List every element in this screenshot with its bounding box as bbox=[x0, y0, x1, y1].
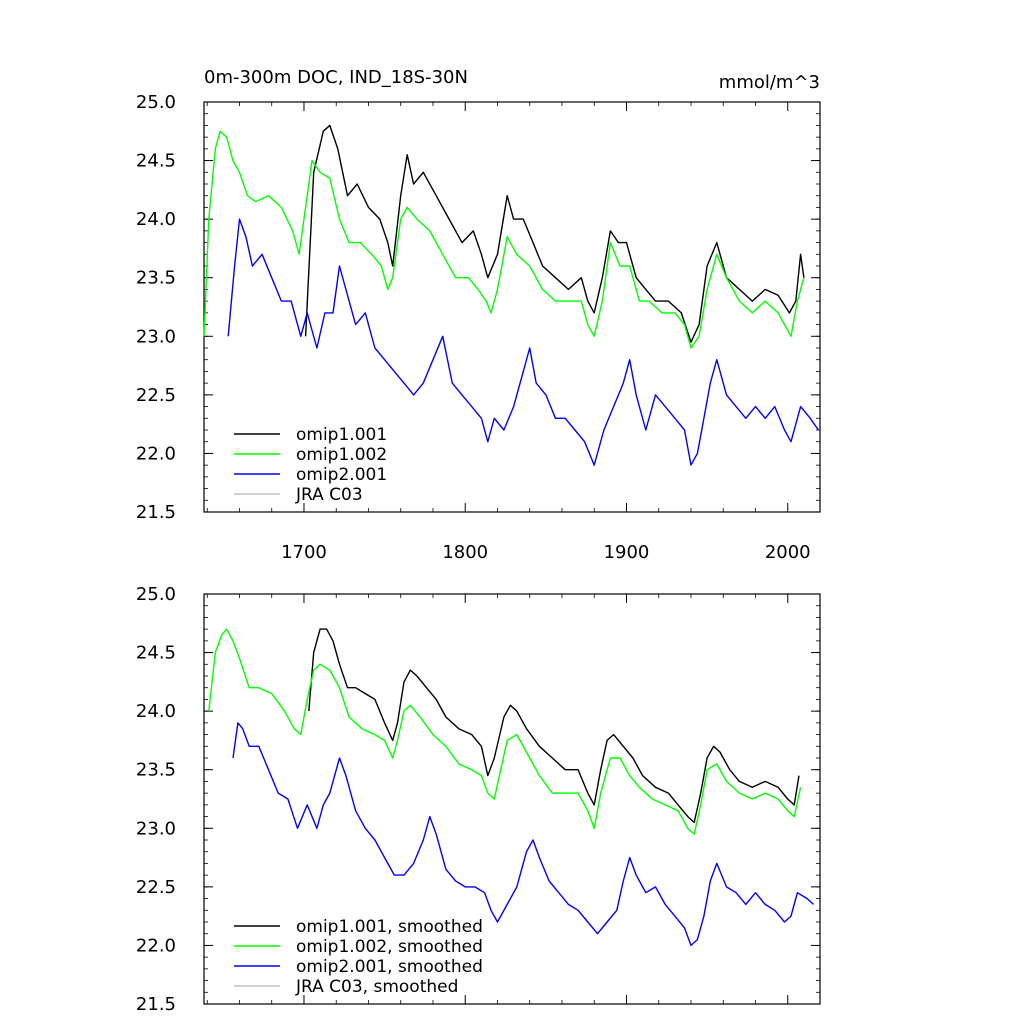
y-tick-label: 24.0 bbox=[136, 701, 176, 722]
y-tick-label: 25.0 bbox=[136, 584, 176, 605]
y-tick-label: 21.5 bbox=[136, 994, 176, 1015]
bottom-panel: 21.5 22.0 22.5 23.0 23.5 24.0 24.5 25.0 omip1.0… bbox=[136, 584, 821, 1015]
top-panel: 0m-300m DOC, IND_18S-30N mmol/m^3 21.5 22… bbox=[136, 67, 821, 563]
y-tick-label: 25.0 bbox=[136, 92, 176, 113]
legend-label: omip1.002 bbox=[296, 445, 387, 465]
x-tick-label: 2000 bbox=[765, 542, 811, 563]
x-tick-label: 1900 bbox=[604, 542, 650, 563]
y-tick-label: 22.0 bbox=[136, 935, 176, 956]
series-line-0 bbox=[304, 124, 805, 343]
plot-frame bbox=[203, 101, 821, 513]
y-tick-label: 22.5 bbox=[136, 877, 176, 898]
y-tick-label: 22.0 bbox=[136, 443, 176, 464]
x-tick-label: 1800 bbox=[442, 542, 488, 563]
plot-frame bbox=[203, 593, 821, 1005]
y-tick-label: 23.5 bbox=[136, 268, 176, 289]
y-tick-label: 23.0 bbox=[136, 326, 176, 347]
legend-label: omip1.001, smoothed bbox=[296, 917, 483, 937]
legend-label: omip2.001, smoothed bbox=[296, 957, 483, 977]
legend-label: omip1.002, smoothed bbox=[296, 937, 483, 957]
y-tick-label: 24.5 bbox=[136, 643, 176, 664]
series-line-1 bbox=[203, 130, 805, 349]
series-line-1 bbox=[208, 628, 802, 835]
y-tick-label: 24.5 bbox=[136, 151, 176, 172]
series-line-2 bbox=[227, 218, 819, 466]
x-tick-label: 1700 bbox=[281, 542, 327, 563]
tick-marks bbox=[204, 101, 821, 513]
y-tick-label: 23.5 bbox=[136, 760, 176, 781]
y-tick-label: 21.5 bbox=[136, 502, 176, 523]
y-tick-label: 22.5 bbox=[136, 385, 176, 406]
series-lines bbox=[203, 124, 819, 466]
series-line-0 bbox=[308, 628, 800, 824]
legend-label: omip1.001 bbox=[296, 425, 387, 445]
y-tick-label: 23.0 bbox=[136, 818, 176, 839]
y-tick-labels: 21.5 22.0 22.5 23.0 23.5 24.0 24.5 25.0 bbox=[136, 584, 176, 1015]
tick-marks bbox=[204, 593, 821, 1005]
x-tick-labels: 1700 1800 1900 2000 bbox=[281, 542, 811, 563]
y-tick-label: 24.0 bbox=[136, 209, 176, 230]
legend-label: JRA C03, smoothed bbox=[295, 977, 458, 997]
series-line-2 bbox=[232, 722, 814, 947]
legend-label: omip2.001 bbox=[296, 465, 387, 485]
units-label: mmol/m^3 bbox=[719, 72, 820, 93]
series-lines bbox=[208, 628, 814, 947]
chart-title: 0m-300m DOC, IND_18S-30N bbox=[204, 67, 468, 88]
y-tick-labels: 21.5 22.0 22.5 23.0 23.5 24.0 24.5 25.0 bbox=[136, 92, 176, 523]
legend-label: JRA C03 bbox=[295, 485, 363, 505]
